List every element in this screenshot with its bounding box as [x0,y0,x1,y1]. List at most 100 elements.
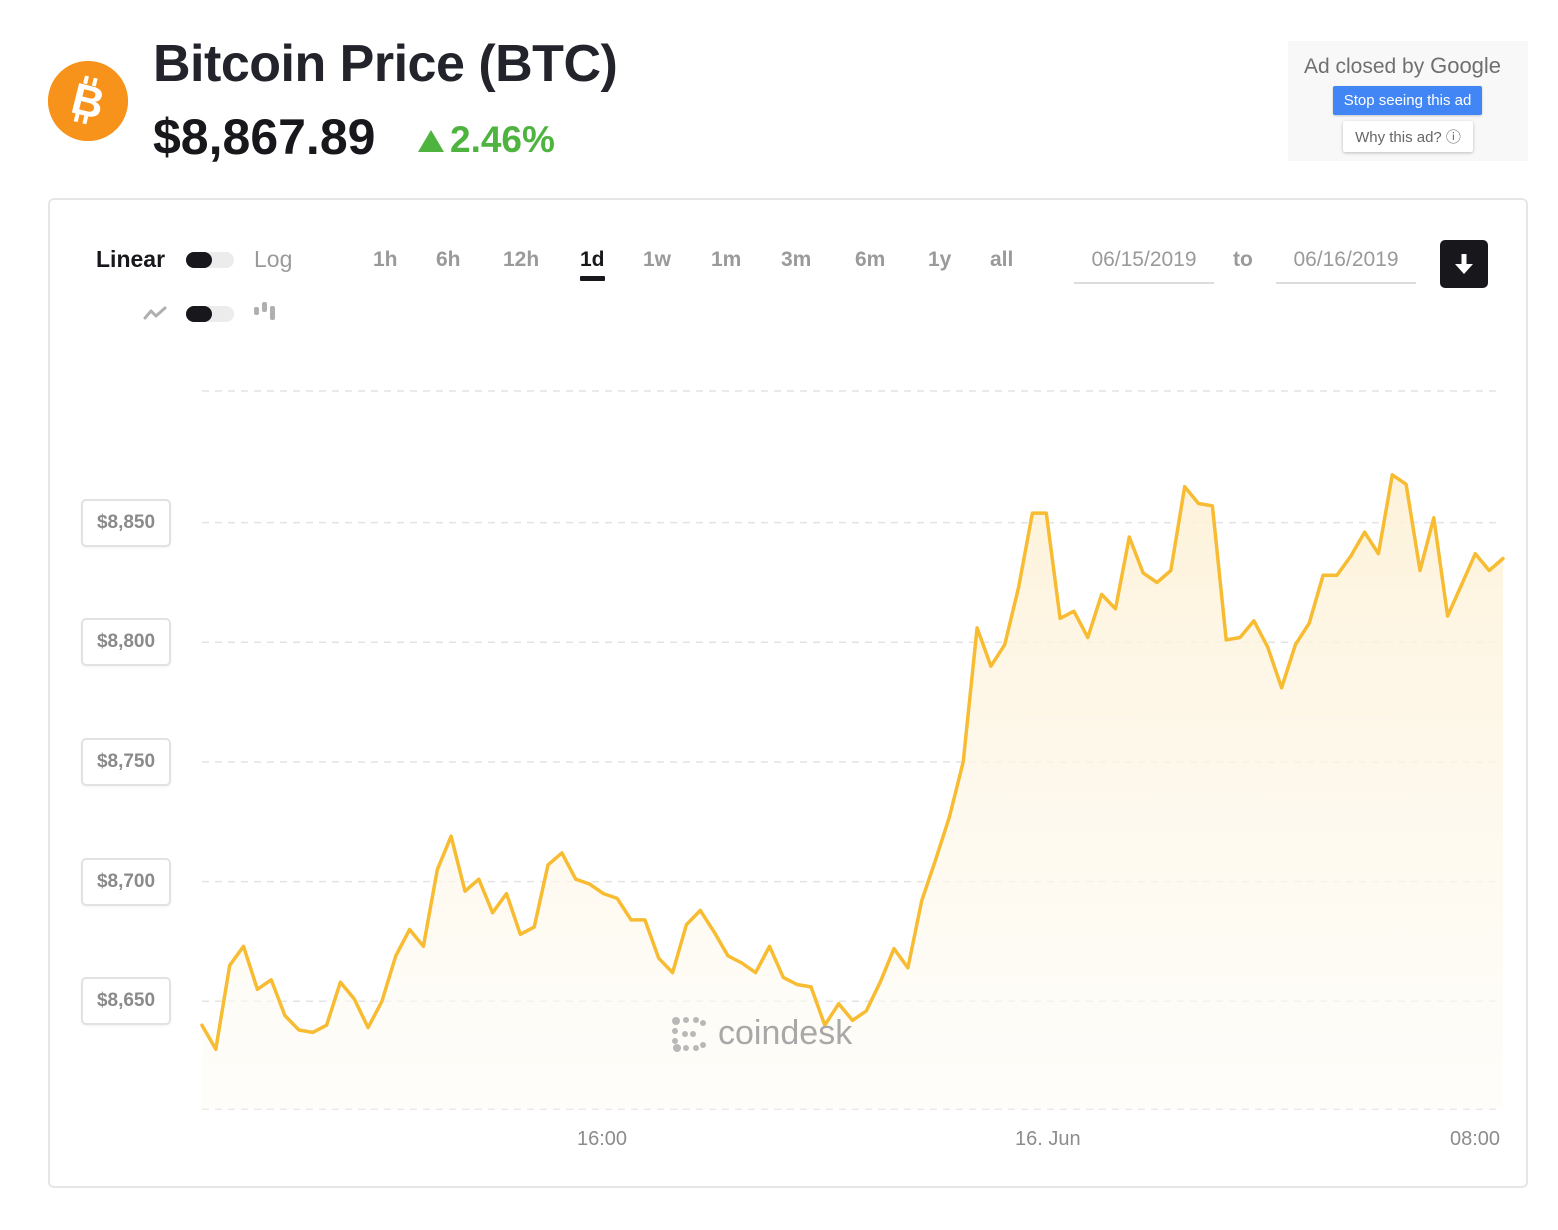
data-point[interactable] [684,923,688,927]
why-this-ad-button[interactable]: Why this ad? ⓘ [1343,121,1473,152]
data-point[interactable] [228,963,232,967]
data-point[interactable] [214,1047,218,1051]
data-point[interactable] [1197,502,1201,506]
data-point[interactable] [864,1009,868,1013]
range-all[interactable]: all [990,248,1014,271]
data-point[interactable] [518,932,522,936]
data-point[interactable] [1418,569,1422,573]
data-point[interactable] [200,1023,204,1027]
data-point[interactable] [1293,643,1297,647]
data-point[interactable] [892,947,896,951]
range-6m[interactable]: 6m [855,248,886,271]
data-point[interactable] [1376,552,1380,556]
data-point[interactable] [740,961,744,965]
data-point[interactable] [311,1030,315,1034]
data-point[interactable] [1100,592,1104,596]
data-point[interactable] [1446,614,1450,618]
data-point[interactable] [809,985,813,989]
data-point[interactable] [477,877,481,881]
data-point[interactable] [1017,585,1021,589]
data-point[interactable] [242,944,246,948]
data-point[interactable] [574,877,578,881]
data-point[interactable] [781,975,785,979]
data-point[interactable] [435,868,439,872]
data-point[interactable] [421,944,425,948]
data-point[interactable] [1335,573,1339,577]
data-point[interactable] [795,983,799,987]
data-point[interactable] [1501,557,1505,561]
data-point[interactable] [1349,554,1353,558]
data-point[interactable] [449,834,453,838]
data-point[interactable] [615,896,619,900]
data-point[interactable] [297,1028,301,1032]
data-point[interactable] [255,987,259,991]
download-button[interactable] [1440,240,1488,288]
range-1d[interactable]: 1d [580,248,605,281]
data-point[interactable] [1210,504,1214,508]
data-point[interactable] [1404,482,1408,486]
data-point[interactable] [920,899,924,903]
data-point[interactable] [1280,686,1284,690]
data-point[interactable] [491,911,495,915]
data-point[interactable] [1183,485,1187,489]
data-point[interactable] [1321,573,1325,577]
data-point[interactable] [754,971,758,975]
range-3m[interactable]: 3m [781,248,812,271]
data-point[interactable] [1141,571,1145,575]
range-1w[interactable]: 1w [643,248,672,271]
price-line[interactable] [200,473,1505,1051]
data-point[interactable] [1487,569,1491,573]
data-point[interactable] [1072,609,1076,613]
data-point[interactable] [1169,569,1173,573]
data-point[interactable] [878,980,882,984]
data-point[interactable] [726,954,730,958]
data-point[interactable] [1252,619,1256,623]
data-point[interactable] [463,889,467,893]
data-point[interactable] [975,626,979,630]
data-point[interactable] [338,980,342,984]
data-point[interactable] [560,851,564,855]
data-point[interactable] [1155,581,1159,585]
data-point[interactable] [352,997,356,1001]
data-point[interactable] [366,1026,370,1030]
data-point[interactable] [961,760,965,764]
data-point[interactable] [1432,516,1436,520]
data-point[interactable] [1224,638,1228,642]
data-point[interactable] [629,918,633,922]
range-1y[interactable]: 1y [928,248,952,271]
data-point[interactable] [601,892,605,896]
scale-toggle[interactable] [186,252,234,268]
data-point[interactable] [712,930,716,934]
data-point[interactable] [671,971,675,975]
data-point[interactable] [1044,511,1048,515]
data-point[interactable] [698,908,702,912]
data-point[interactable] [934,858,938,862]
range-1h[interactable]: 1h [373,248,398,271]
data-point[interactable] [906,966,910,970]
data-point[interactable] [532,925,536,929]
data-point[interactable] [408,928,412,932]
data-point[interactable] [643,918,647,922]
stop-seeing-ad-button[interactable]: Stop seeing this ad [1333,86,1482,115]
data-point[interactable] [1114,607,1118,611]
data-point[interactable] [1238,636,1242,640]
data-point[interactable] [1266,645,1270,649]
data-point[interactable] [380,999,384,1003]
data-point[interactable] [989,664,993,668]
data-point[interactable] [546,863,550,867]
data-point[interactable] [837,1002,841,1006]
data-point[interactable] [1127,535,1131,539]
range-12h[interactable]: 12h [503,248,540,271]
data-point[interactable] [657,956,661,960]
data-point[interactable] [1058,616,1062,620]
range-6h[interactable]: 6h [436,248,461,271]
chart-type-toggle[interactable] [186,306,234,322]
data-point[interactable] [947,815,951,819]
data-point[interactable] [1030,511,1034,515]
data-point[interactable] [1086,636,1090,640]
range-1m[interactable]: 1m [711,248,742,271]
data-point[interactable] [269,978,273,982]
date-to-input[interactable]: 06/16/2019 [1276,246,1416,284]
data-point[interactable] [1003,643,1007,647]
